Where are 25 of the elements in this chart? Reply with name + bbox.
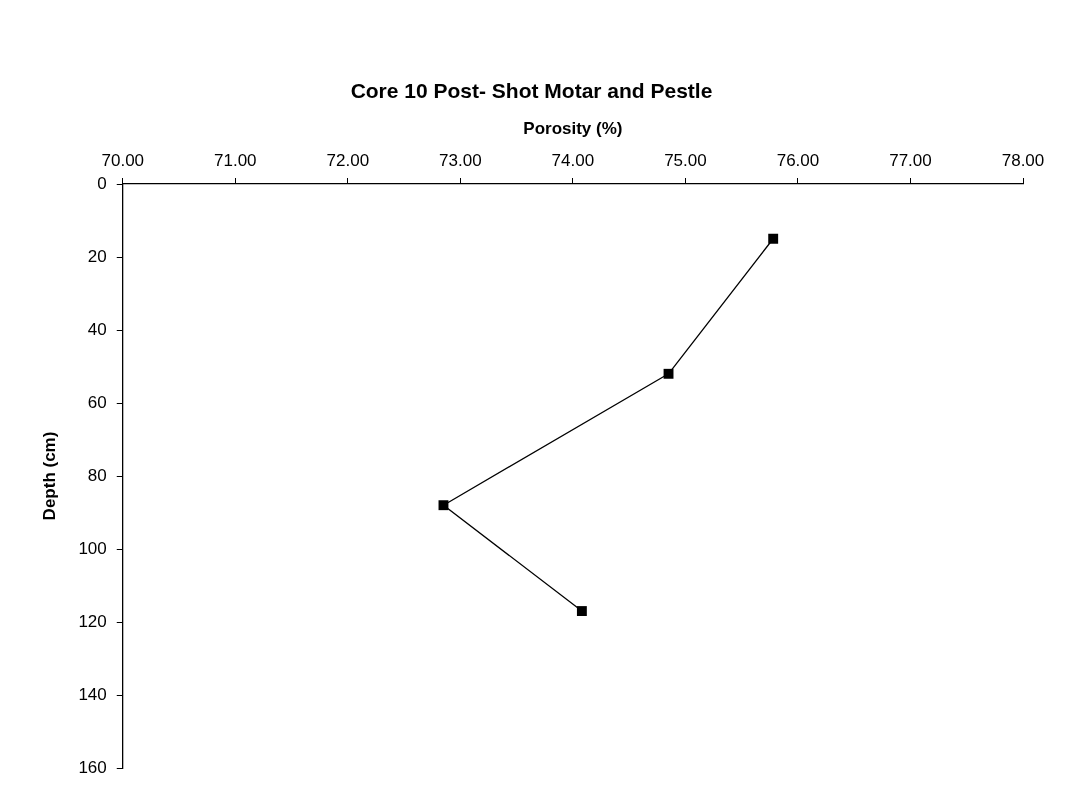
y-tick-label: 0 [97,173,107,193]
x-tick-label: 72.00 [326,151,370,171]
point [768,233,779,244]
x-tick-label: 75.00 [664,151,707,171]
y-tick-label: 80 [87,465,107,485]
point [576,606,587,616]
y-tick-label: 20 [87,246,107,266]
x-tick-label: 76.00 [776,151,820,171]
y-tick-label: 100 [78,538,107,558]
y-axis-title: Depth (cm) [39,431,59,521]
chart-title: Core 10 Post- Shot Motar and Pestle [350,79,713,103]
y-tick-label: 40 [87,319,107,339]
x-tick-label: 77.00 [889,151,932,171]
point [438,500,449,511]
y-tick-label: 120 [78,611,107,631]
x-tick-label: 70.00 [101,151,145,171]
y-tick-label: 160 [78,757,107,777]
x-tick-label: 78.00 [1001,151,1045,171]
y-tick-label: 60 [87,392,107,412]
x-axis-title: Porosity (%) [523,119,623,139]
point [663,368,674,379]
x-tick-label: 71.00 [214,151,257,171]
y-tick-label: 140 [78,684,107,704]
x-tick-label: 74.00 [551,151,595,171]
x-tick-label: 73.00 [439,151,482,171]
